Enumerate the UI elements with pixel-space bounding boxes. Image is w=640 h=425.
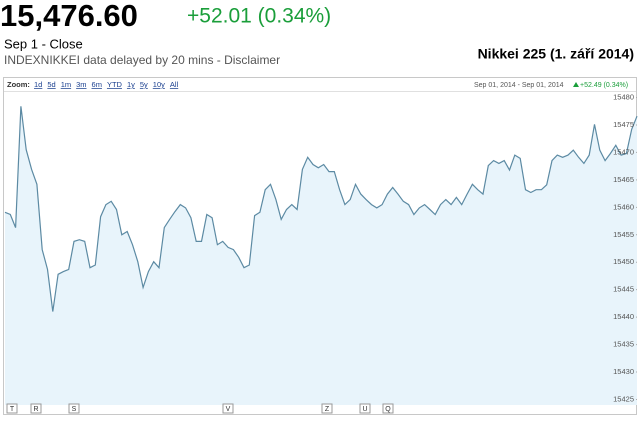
news-flag[interactable]: [359, 403, 371, 414]
news-flag[interactable]: [30, 403, 42, 414]
news-flag[interactable]: [382, 403, 394, 414]
y-tick-label: 15460: [613, 202, 634, 211]
up-arrow: [573, 82, 579, 87]
news-flag-label: Z: [325, 406, 330, 413]
source-note[interactable]: INDEXNIKKEI data delayed by 20 mins - Di…: [4, 53, 280, 67]
news-flag[interactable]: [321, 403, 333, 414]
zoom-label: Zoom:: [7, 80, 30, 89]
range-text: Sep 01, 2014 - Sep 01, 2014: [474, 82, 564, 89]
zoom-option[interactable]: 1y: [127, 80, 135, 89]
y-tick-label: 15465: [613, 175, 634, 184]
price-change: +52.01 (0.34%): [187, 5, 331, 28]
y-tick-label: 15470: [613, 147, 634, 156]
news-flag[interactable]: [68, 403, 80, 414]
zoom-option[interactable]: 6m: [92, 80, 102, 89]
news-flag[interactable]: [222, 403, 234, 414]
y-tick-label: 15445: [613, 285, 634, 294]
zoom-option[interactable]: 10y: [153, 80, 165, 89]
y-tick-label: 15430: [613, 367, 634, 376]
zoom-option[interactable]: 5d: [47, 80, 55, 89]
y-tick-label: 15425: [613, 394, 634, 403]
y-tick-label: 15455: [613, 230, 634, 239]
news-flag-label: S: [72, 406, 77, 413]
news-flag-label: Q: [385, 406, 391, 413]
news-flag-label: T: [10, 406, 15, 413]
close-label: Sep 1 - Close: [4, 36, 83, 51]
y-tick-label: 15450: [613, 257, 634, 266]
zoom-option[interactable]: YTD: [107, 80, 123, 89]
news-flag[interactable]: [6, 403, 18, 414]
zoom-option[interactable]: 1m: [61, 80, 71, 89]
chart-title: Nikkei 225 (1. září 2014): [478, 46, 634, 62]
zoom-option[interactable]: 5y: [140, 80, 148, 89]
y-tick-label: 15480: [613, 92, 634, 101]
range-change: +52.49 (0.34%): [580, 82, 628, 89]
news-flag-label: V: [226, 406, 231, 413]
zoom-option[interactable]: 3m: [76, 80, 86, 89]
news-flag-label: U: [362, 406, 367, 413]
y-tick-label: 15435: [613, 340, 634, 349]
area-fill: [5, 106, 637, 406]
y-tick-label: 15440: [613, 312, 634, 321]
price-line: [4, 106, 638, 312]
zoom-option[interactable]: All: [170, 80, 179, 89]
news-flag-label: R: [33, 406, 38, 413]
price: 15,476.60: [0, 0, 138, 33]
zoom-option[interactable]: 1d: [34, 80, 42, 89]
y-tick-label: 15475: [613, 120, 634, 129]
